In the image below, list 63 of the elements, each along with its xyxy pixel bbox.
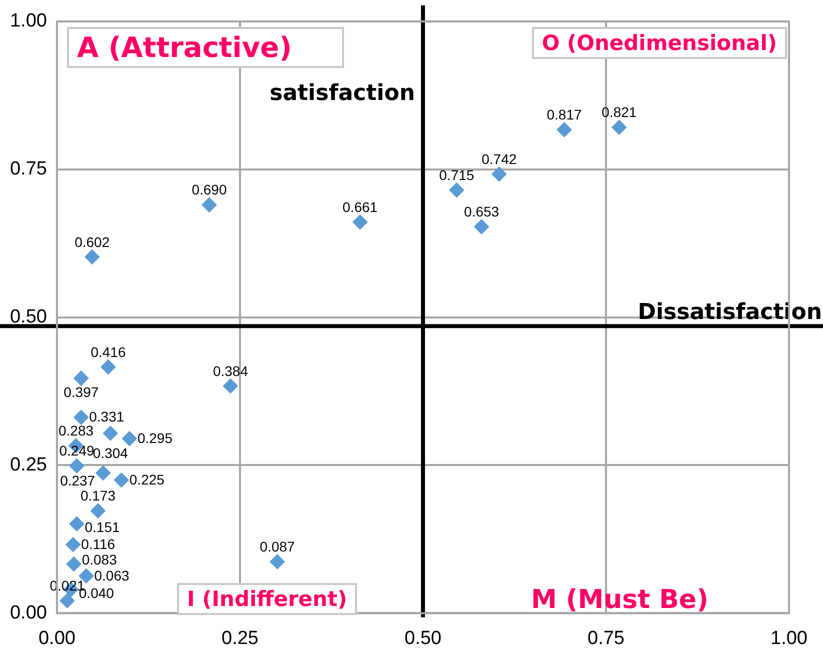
data-label: 0.331	[89, 408, 124, 425]
point	[96, 465, 111, 480]
data-label: 0.661	[342, 198, 378, 215]
data-label: 0.151	[84, 519, 120, 536]
ref-line-label: Dissatisfaction	[638, 300, 822, 325]
x-tick-label: 0.00	[38, 628, 76, 649]
point	[69, 458, 84, 474]
data-label: 0.087	[260, 538, 296, 555]
data-label: 0.742	[482, 150, 517, 167]
data-label: 0.653	[464, 204, 500, 220]
point	[69, 516, 84, 532]
point	[122, 431, 137, 446]
data-label: 0.249	[59, 442, 94, 459]
annotation: M (Must Be)	[530, 584, 710, 618]
point	[74, 410, 89, 425]
point	[66, 556, 82, 572]
point	[100, 360, 116, 375]
point	[102, 426, 118, 441]
data-label: 0.083	[82, 551, 118, 568]
annotation: I (Indifferent)	[176, 583, 358, 616]
data-label: 0.602	[74, 234, 110, 250]
point	[556, 122, 572, 138]
y-tick-label: 0.00	[10, 602, 47, 624]
point	[352, 214, 368, 230]
data-label: 0.690	[192, 182, 227, 198]
data-label: 0.821	[602, 104, 637, 120]
point	[84, 249, 100, 264]
point	[270, 554, 285, 570]
point	[612, 120, 627, 135]
ref-line-label: satisfaction	[270, 81, 415, 106]
point	[449, 182, 464, 198]
data-label: 0.237	[60, 472, 96, 488]
y-tick-label: 0.75	[10, 158, 47, 180]
data-label: 0.173	[80, 488, 116, 504]
data-label: 0.295	[137, 430, 173, 446]
data-label: 0.817	[546, 106, 582, 123]
point	[474, 219, 490, 234]
y-tick-label: 1.00	[10, 10, 47, 32]
point	[492, 166, 507, 182]
point	[222, 378, 238, 394]
y-tick-label: 0.50	[10, 306, 47, 328]
y-tick-label: 0.25	[10, 454, 47, 476]
data-label: 0.116	[81, 536, 116, 552]
point	[74, 370, 89, 386]
data-label: 0.283	[58, 422, 94, 439]
point	[66, 537, 81, 552]
annotation: A (Attractive)	[66, 27, 344, 68]
x-tick-label: 0.25	[221, 628, 258, 649]
point	[60, 593, 75, 608]
x-tick-label: 0.75	[588, 628, 624, 649]
data-label: 0.304	[92, 445, 128, 462]
point	[202, 197, 217, 212]
point	[90, 503, 106, 518]
data-label: 0.397	[64, 384, 99, 400]
data-label: 0.715	[439, 166, 474, 183]
data-label: 0.384	[212, 362, 248, 379]
x-tick-label: 1.00	[770, 628, 808, 649]
data-label: 0.063	[94, 567, 130, 584]
point	[114, 472, 129, 488]
data-label: 0.225	[129, 471, 165, 488]
annotation: O (Onedimensional)	[532, 27, 787, 60]
x-tick-label: 0.50	[404, 628, 442, 649]
data-label: 0.416	[90, 344, 126, 360]
